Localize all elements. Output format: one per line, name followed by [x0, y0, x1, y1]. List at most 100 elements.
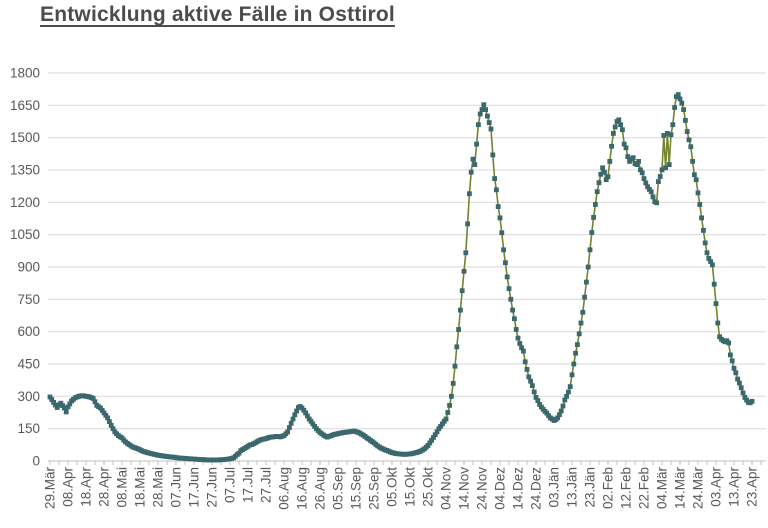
x-tick-label: 27.Jun — [205, 467, 220, 508]
data-point-marker — [305, 413, 310, 419]
data-point-marker — [107, 419, 112, 424]
data-point-marker — [488, 126, 494, 132]
x-tick-label: 17.Jun — [187, 467, 202, 508]
data-point-marker — [735, 376, 740, 382]
data-point-marker — [537, 402, 542, 407]
data-point-marker — [731, 365, 737, 371]
data-point-marker — [524, 367, 530, 372]
data-point-marker — [661, 133, 667, 138]
data-point-marker — [501, 247, 506, 253]
data-point-marker — [434, 429, 440, 435]
chart-title: Entwicklung aktive Fälle in Osttirol — [40, 3, 395, 26]
data-point-marker — [585, 264, 591, 270]
data-point-marker — [576, 331, 582, 337]
data-point-marker — [688, 144, 694, 150]
data-point-marker — [481, 102, 487, 108]
data-point-marker — [47, 394, 53, 400]
data-point-marker — [710, 262, 715, 268]
data-point-marker — [450, 381, 456, 386]
x-tick-label: 05.Okt — [385, 467, 400, 507]
data-point-marker — [531, 389, 537, 395]
y-tick-label: 150 — [17, 421, 40, 436]
data-point-marker — [630, 155, 636, 161]
x-tick-label: 25.Okt — [421, 467, 436, 507]
data-point-marker — [670, 122, 676, 128]
data-point-marker — [470, 156, 476, 162]
data-point-marker — [110, 426, 116, 432]
data-point-marker — [65, 404, 71, 410]
data-point-marker — [605, 174, 611, 180]
data-point-marker — [452, 363, 458, 369]
data-point-marker — [738, 385, 744, 391]
data-point-marker — [456, 327, 461, 332]
x-tick-label: 25.Sep — [367, 467, 382, 510]
x-tick-label: 29.Mär — [43, 467, 58, 510]
y-tick-label: 1650 — [10, 98, 40, 113]
data-point-marker — [485, 113, 490, 119]
data-point-marker — [618, 122, 623, 128]
data-point-marker — [593, 202, 598, 207]
data-point-marker — [711, 281, 717, 287]
data-point-marker — [656, 179, 661, 184]
data-point-marker — [677, 96, 683, 102]
data-point-marker — [103, 412, 109, 418]
data-point-marker — [58, 400, 64, 406]
x-tick-label: 24.Nov — [475, 467, 490, 510]
data-point-marker — [67, 401, 73, 407]
data-point-marker — [728, 352, 733, 358]
x-tick-label: 28.Apr — [97, 467, 112, 507]
data-point-marker — [726, 340, 731, 346]
data-point-marker — [288, 420, 294, 426]
x-tick-label: 07.Jun — [169, 467, 184, 508]
data-point-marker — [476, 122, 481, 128]
data-point-marker — [503, 260, 508, 266]
data-point-marker — [733, 370, 739, 376]
data-point-marker — [704, 250, 710, 256]
data-point-marker — [616, 117, 622, 123]
data-point-marker — [715, 320, 721, 326]
x-tick-label: 15.Sep — [349, 467, 364, 510]
data-point-marker — [699, 215, 704, 221]
data-point-marker — [49, 397, 55, 402]
data-point-marker — [555, 415, 560, 421]
x-tick-label: 04.Dez — [493, 467, 508, 510]
data-point-marker — [573, 350, 578, 356]
x-tick-label: 07.Jul — [223, 467, 238, 503]
data-point-marker — [490, 152, 496, 158]
data-point-marker — [580, 309, 586, 315]
data-point-marker — [575, 342, 580, 347]
data-point-marker — [63, 409, 69, 415]
data-point-marker — [684, 129, 690, 134]
data-point-marker — [603, 177, 609, 183]
data-point-marker — [285, 429, 290, 435]
data-point-marker — [517, 341, 523, 346]
data-point-marker — [99, 407, 105, 413]
data-point-marker — [749, 398, 755, 404]
data-point-marker — [708, 259, 713, 264]
x-tick-label: 08.Apr — [61, 467, 76, 507]
x-tick-label: 06.Aug — [277, 467, 292, 510]
data-point-marker — [427, 440, 433, 446]
y-tick-label: 0 — [32, 454, 40, 469]
data-point-marker — [582, 294, 587, 300]
data-point-marker — [663, 165, 668, 171]
y-tick-label: 1050 — [10, 227, 40, 242]
data-point-marker — [636, 159, 641, 164]
data-point-marker — [740, 390, 746, 396]
data-point-marker — [558, 408, 564, 414]
x-tick-label: 12.Feb — [619, 467, 634, 509]
x-tick-label: 03.Jän — [547, 467, 562, 508]
x-tick-label: 26.Aug — [313, 467, 328, 510]
data-point-marker — [634, 162, 640, 167]
data-point-marker — [544, 410, 550, 416]
x-tick-label: 18.Apr — [79, 467, 94, 507]
data-point-marker — [303, 410, 308, 416]
data-point-marker — [108, 423, 114, 428]
x-tick-label: 24.Mär — [691, 467, 706, 510]
data-point-marker — [638, 167, 643, 173]
data-point-marker — [535, 398, 541, 403]
data-point-marker — [697, 202, 703, 207]
data-point-marker — [591, 215, 596, 220]
data-point-marker — [679, 100, 685, 106]
